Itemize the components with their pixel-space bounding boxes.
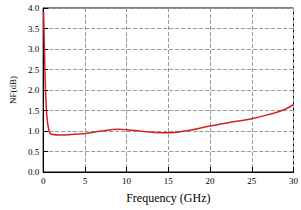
svg-text:10: 10 [122, 176, 132, 186]
svg-text:20: 20 [206, 176, 216, 186]
svg-text:25: 25 [247, 176, 257, 186]
svg-text:5: 5 [83, 176, 88, 186]
svg-text:2.5: 2.5 [28, 65, 40, 75]
svg-text:2.0: 2.0 [28, 85, 40, 95]
svg-text:1.0: 1.0 [28, 126, 40, 136]
svg-text:3.0: 3.0 [28, 44, 40, 54]
svg-text:1.5: 1.5 [28, 106, 40, 116]
svg-text:15: 15 [164, 176, 174, 186]
svg-text:Frequency (GHz): Frequency (GHz) [126, 191, 210, 205]
svg-text:0.0: 0.0 [28, 167, 40, 177]
svg-text:4.0: 4.0 [28, 3, 40, 13]
svg-text:30: 30 [289, 176, 299, 186]
svg-text:NF(dB): NF(dB) [8, 76, 18, 104]
svg-text:0.5: 0.5 [28, 147, 40, 157]
svg-text:0: 0 [41, 176, 46, 186]
svg-text:3.5: 3.5 [28, 24, 40, 34]
